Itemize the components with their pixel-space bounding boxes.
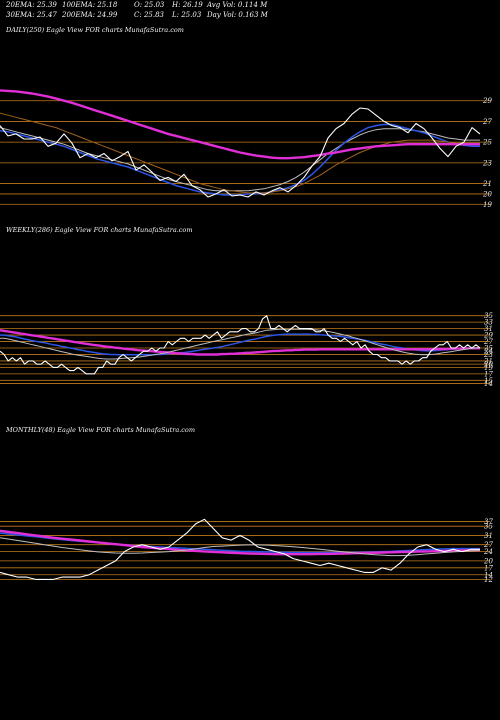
weekly-tick-label-3: 29 xyxy=(483,332,493,340)
weekly-tick-label-8: 21 xyxy=(483,357,493,365)
monthly-ema-line-ema_gray xyxy=(0,537,481,557)
daily-tick-label-1: 27 xyxy=(482,118,492,126)
daily-price-line xyxy=(0,107,481,198)
monthly-tick-label-7: 14 xyxy=(484,571,493,579)
monthly-panel-label: MONTHLY(48) Eagle View FOR charts Munafa… xyxy=(6,426,196,434)
weekly-price-line xyxy=(0,315,481,375)
daily-tick-label-2: 25 xyxy=(482,139,492,147)
weekly-tick-label-1: 33 xyxy=(484,319,493,327)
monthly-tick-label-1: 35 xyxy=(484,523,493,531)
weekly-panel-label: WEEKLY(286) Eagle View FOR charts Munafa… xyxy=(6,226,193,234)
daily-tick-label-0: 29 xyxy=(482,97,492,105)
daily-tick-label-4: 21 xyxy=(482,180,492,188)
header-low: L: 25.03 xyxy=(172,11,202,19)
monthly-tick-label-8: 12 xyxy=(484,576,493,584)
weekly-tick-label-9: 20 xyxy=(483,361,493,369)
weekly-tick-label-12: 15 xyxy=(484,377,493,385)
monthly-tick-label-0: 37 xyxy=(484,518,493,526)
header-ema200: 200EMA: 24.99 xyxy=(62,11,118,19)
header-ema30: 30EMA: 25.47 xyxy=(6,11,57,19)
monthly-ema-line-ema_magenta xyxy=(0,529,481,556)
daily-panel-label: DAILY(250) Eagle View FOR charts MunafaS… xyxy=(6,26,184,34)
header-high: H: 26.19 xyxy=(172,1,203,9)
weekly-tick-label-4: 27 xyxy=(483,338,493,346)
weekly-ema-line-ema_blue xyxy=(0,333,480,356)
header-open: O: 25.03 xyxy=(134,1,165,9)
weekly-ema-line-ema_gray xyxy=(0,328,481,360)
header-day-vol: Day Vol: 0.163 M xyxy=(207,11,268,19)
monthly-tick-label-2: 31 xyxy=(484,532,493,540)
weekly-tick-label-11: 17 xyxy=(484,370,493,378)
monthly-tick-label-6: 17 xyxy=(484,564,493,572)
weekly-tick-label-0: 35 xyxy=(484,312,493,320)
daily-ema-line-ema_brown xyxy=(0,112,480,194)
daily-tick-label-6: 19 xyxy=(483,201,492,209)
monthly-tick-label-5: 20 xyxy=(483,557,493,565)
weekly-tick-label-5: 25 xyxy=(483,345,493,353)
monthly-tick-label-3: 27 xyxy=(483,541,493,549)
weekly-tick-label-13: 14 xyxy=(484,380,493,388)
daily-tick-label-5: 20 xyxy=(482,190,492,198)
weekly-ema-line-ema_magenta xyxy=(0,329,480,356)
header-ema20: 20EMA: 25.39 xyxy=(6,1,57,9)
daily-tick-label-3: 23 xyxy=(482,159,492,167)
header-avg-vol: Avg Vol: 0.114 M xyxy=(207,1,268,9)
monthly-price-line xyxy=(0,518,480,580)
weekly-tick-label-10: 19 xyxy=(484,364,493,372)
daily-ema-line-ema_magenta xyxy=(0,89,480,160)
header-close: C: 25.83 xyxy=(134,11,164,19)
weekly-tick-label-2: 31 xyxy=(484,325,493,333)
monthly-tick-label-4: 24 xyxy=(483,548,493,556)
header-ema100: 100EMA: 25.18 xyxy=(62,1,118,9)
weekly-tick-label-7: 23 xyxy=(483,351,493,359)
daily-ema-line-ema_gray xyxy=(0,127,480,192)
weekly-tick-label-6: 24 xyxy=(483,348,493,356)
daily-ema-line-ema_blue xyxy=(0,123,480,196)
